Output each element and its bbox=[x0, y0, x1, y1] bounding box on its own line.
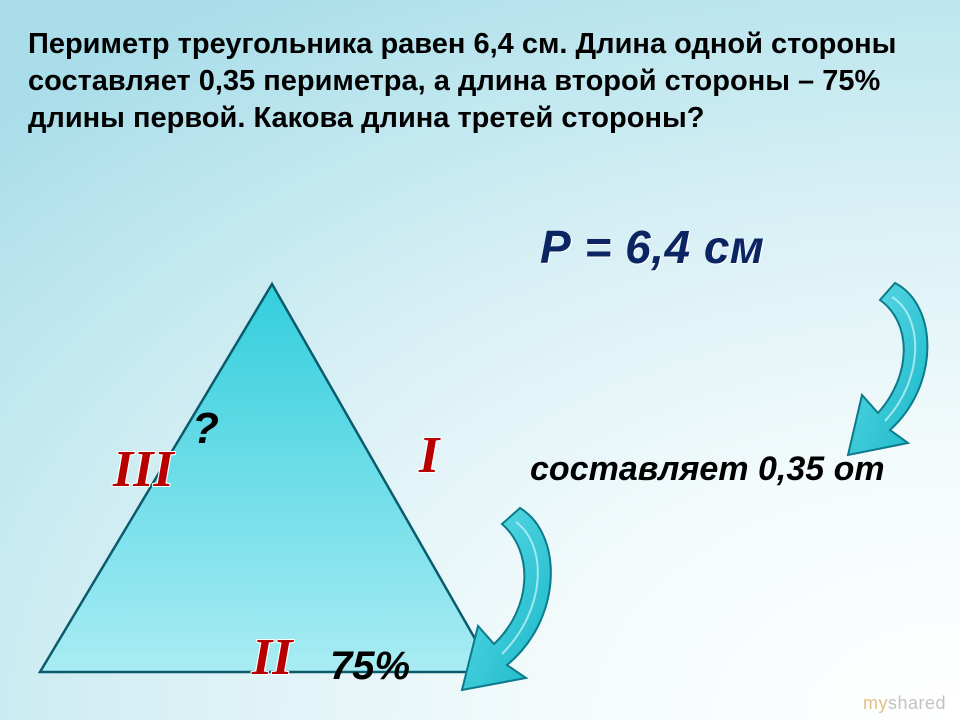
arrow-side-i-to-side-ii bbox=[452, 500, 572, 700]
side-i-description: составляет 0,35 от bbox=[530, 450, 885, 489]
arrow-perimeter-to-side-i bbox=[840, 275, 950, 475]
problem-statement: Периметр треугольника равен 6,4 см. Длин… bbox=[28, 26, 908, 137]
side-ii-description: 75% bbox=[330, 644, 410, 689]
side-label-iii: III bbox=[113, 440, 174, 499]
side-label-i: I bbox=[419, 426, 439, 485]
watermark-left: my bbox=[863, 693, 888, 713]
watermark-right: shared bbox=[888, 693, 946, 713]
perimeter-label: Р = 6,4 см bbox=[540, 220, 764, 274]
watermark: myshared bbox=[863, 693, 946, 714]
side-iii-question: ? bbox=[192, 404, 219, 454]
side-label-ii: II bbox=[252, 628, 292, 687]
